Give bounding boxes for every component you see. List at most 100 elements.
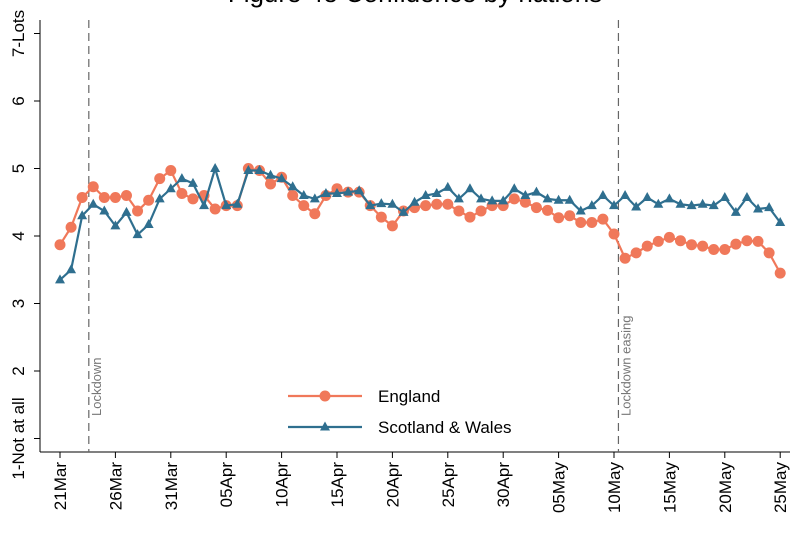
legend-marker (319, 390, 331, 402)
point (763, 247, 775, 259)
x-tick-label: 26Mar (106, 462, 125, 511)
point (87, 181, 99, 193)
point (597, 213, 609, 225)
triangle-marker (121, 206, 132, 216)
triangle-marker (730, 206, 741, 216)
x-tick-label: 20Apr (383, 462, 402, 508)
triangle-marker (298, 190, 309, 199)
point (298, 200, 310, 212)
triangle-marker (464, 183, 475, 193)
triangle-marker (697, 198, 708, 208)
point (187, 193, 199, 205)
triangle-marker (675, 198, 686, 208)
triangle-marker (210, 163, 221, 172)
triangle-marker (88, 198, 99, 208)
point (287, 190, 299, 201)
point (663, 231, 675, 243)
point (774, 267, 786, 279)
triangle-marker (631, 201, 642, 211)
point (641, 240, 653, 252)
triangle-marker (764, 202, 775, 212)
x-tick-label: 15May (660, 462, 679, 514)
triangle-marker (398, 206, 409, 216)
triangle-marker (586, 200, 597, 210)
triangle-marker (132, 229, 143, 239)
triangle-marker (686, 200, 697, 210)
point (54, 239, 66, 251)
triangle-marker (609, 200, 619, 210)
point (165, 165, 177, 177)
y-tick-label: 7-Lots (9, 10, 28, 57)
triangle-marker (254, 165, 265, 175)
point (431, 198, 443, 210)
triangle-marker (187, 177, 198, 187)
triangle-marker (176, 173, 187, 183)
chart-title: Figure 4e Confidence by nations (228, 0, 602, 8)
triangle-marker (199, 200, 210, 210)
triangle-marker (365, 200, 376, 210)
triangle-marker (431, 187, 442, 197)
x-tick-label: 05May (550, 462, 569, 514)
point (154, 173, 166, 185)
x-tick-label: 30Apr (494, 462, 513, 508)
y-tick-label: 5 (9, 164, 28, 173)
x-tick-label: 10May (605, 462, 624, 514)
legend-label: Scotland & Wales (378, 418, 512, 437)
triangle-marker (420, 190, 431, 199)
triangle-marker (232, 198, 243, 208)
point (619, 252, 631, 264)
point (630, 247, 642, 259)
point (98, 192, 110, 204)
triangle-marker (553, 194, 564, 204)
x-tick-label: 25Apr (439, 462, 458, 508)
triangle-marker (531, 186, 542, 196)
x-tick-label: 15Apr (328, 462, 347, 508)
triangle-marker (154, 193, 165, 203)
triangle-marker (165, 183, 176, 193)
x-tick-label: 31Mar (162, 462, 181, 511)
point (143, 194, 155, 206)
triangle-marker (476, 193, 487, 203)
y-tick-label: 4 (9, 231, 28, 240)
point (519, 196, 531, 208)
x-tick-label: 05Apr (217, 462, 236, 508)
point (420, 200, 432, 212)
point (697, 240, 709, 252)
point (752, 235, 764, 247)
triangle-marker (498, 195, 509, 205)
triangle-marker (387, 198, 398, 208)
point (76, 192, 88, 204)
annotation: Lockdown (89, 357, 104, 416)
triangle-marker (708, 200, 719, 210)
point (542, 204, 554, 216)
triangle-marker (143, 219, 154, 229)
x-tick-label: 20May (716, 462, 735, 514)
point (730, 238, 742, 250)
point (375, 211, 387, 223)
point (652, 235, 664, 247)
triangle-marker (509, 183, 520, 193)
triangle-marker (442, 181, 453, 191)
triangle-marker (719, 192, 730, 202)
triangle-marker (575, 205, 586, 215)
triangle-marker (243, 165, 254, 175)
x-tick-label: 25May (771, 462, 790, 514)
x-tick-label: 21Mar (51, 462, 70, 511)
point (132, 205, 144, 217)
point (386, 220, 398, 232)
point (674, 235, 686, 247)
y-tick-label: 2 (9, 366, 28, 375)
point (564, 210, 576, 222)
point (120, 190, 132, 201)
triangle-marker (753, 203, 764, 213)
point (575, 217, 587, 228)
point (265, 178, 277, 190)
triangle-marker (741, 192, 752, 202)
triangle-marker (620, 190, 631, 199)
point (708, 244, 720, 255)
point (176, 187, 188, 199)
point (686, 239, 698, 251)
triangle-marker (487, 195, 498, 205)
legend-marker (320, 421, 330, 431)
point (309, 208, 321, 220)
